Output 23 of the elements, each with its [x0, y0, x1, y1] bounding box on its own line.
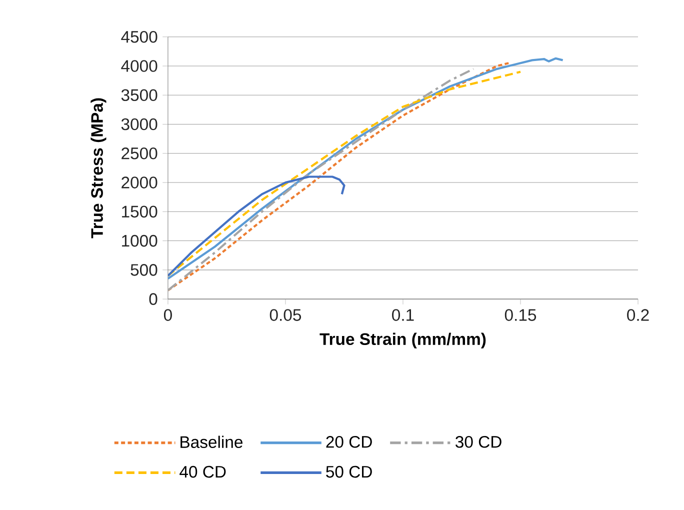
y-tick-label: 500 [130, 264, 158, 276]
y-tick-label: 2000 [122, 176, 158, 188]
y-tick-label: 1500 [122, 206, 158, 218]
y-tick-label: 3000 [121, 118, 158, 130]
line-series [168, 57, 564, 280]
y-tick-label: 4000 [121, 60, 158, 72]
y-tick-label: 0 [149, 293, 158, 305]
y-axis-title: True Stress (MPa) [90, 98, 106, 238]
x-tick-label: 0.1 [392, 309, 414, 321]
legend-label: 40 CD [180, 466, 226, 478]
x-tick-label: 0.2 [627, 309, 649, 321]
y-tick-label: 2500 [122, 148, 158, 160]
legend-label: 50 CD [326, 466, 372, 478]
x-tick-label: 0 [164, 309, 172, 321]
legend-label: Baseline [180, 436, 242, 448]
y-tick-label: 4500 [121, 30, 158, 43]
x-axis-title: True Strain (mm/mm) [320, 332, 486, 348]
y-tick-label: 1000 [122, 234, 158, 247]
x-tick-label: 0.05 [270, 309, 302, 321]
x-tick-label: 0.15 [504, 309, 536, 321]
legend-label: 30 CD [456, 436, 502, 448]
y-tick-label: 3500 [121, 89, 158, 102]
legend-label: 20 CD [326, 436, 372, 448]
